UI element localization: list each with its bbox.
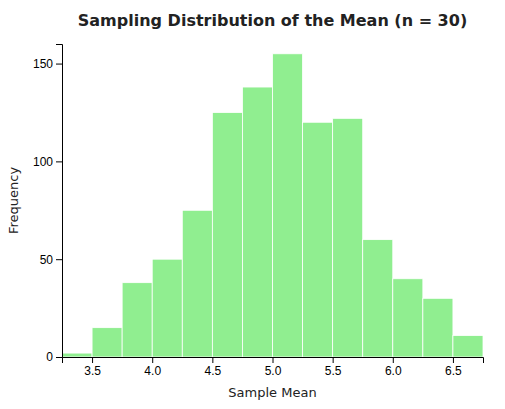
bar <box>92 328 122 357</box>
bar <box>242 87 272 357</box>
x-tick: 4.5 <box>205 357 222 378</box>
tick-label: 4.5 <box>205 364 222 378</box>
tick-label: 0 <box>46 350 53 364</box>
tick-label: 5.5 <box>325 364 342 378</box>
tick-mark <box>56 259 62 260</box>
tick-mark <box>393 357 394 363</box>
tick-label: 100 <box>33 155 53 169</box>
y-tick: 50 <box>40 253 62 267</box>
bar <box>303 122 333 357</box>
tick-mark <box>273 357 274 363</box>
bar <box>273 54 303 357</box>
x-tick: 4.0 <box>144 357 161 378</box>
plot-area: 3.5 4.0 4.5 5.0 5.5 6.0 6.5 0 50 100 150 <box>33 45 484 378</box>
axis-line <box>56 45 63 358</box>
bars <box>62 54 483 357</box>
bar <box>62 353 92 357</box>
tick-label: 6.5 <box>445 364 462 378</box>
y-tick: 100 <box>33 155 62 169</box>
bar <box>152 259 182 357</box>
y-axis-title: Frequency <box>6 167 21 234</box>
bar <box>423 298 453 357</box>
tick-label: 4.0 <box>144 364 161 378</box>
x-tick: 6.0 <box>385 357 402 378</box>
tick-mark <box>56 357 62 358</box>
tick-label: 6.0 <box>385 364 402 378</box>
bar <box>122 283 152 357</box>
tick-label: 150 <box>33 57 53 71</box>
x-tick: 3.5 <box>84 357 101 378</box>
x-tick: 6.5 <box>445 357 462 378</box>
tick-mark <box>212 357 213 363</box>
bar <box>363 240 393 357</box>
tick-mark <box>92 357 93 363</box>
bar <box>333 118 363 357</box>
y-tick: 150 <box>33 57 62 71</box>
tick-label: 50 <box>40 253 54 267</box>
bar <box>212 112 242 357</box>
tick-mark <box>453 357 454 363</box>
tick-mark <box>152 357 153 363</box>
bar <box>393 279 423 357</box>
axis-line <box>63 358 484 364</box>
x-tick: 5.5 <box>325 357 342 378</box>
bar <box>182 210 212 357</box>
y-axis: 0 50 100 150 <box>33 45 63 365</box>
tick-label: 3.5 <box>84 364 101 378</box>
bar <box>453 335 483 357</box>
tick-mark <box>56 161 62 162</box>
tick-label: 5.0 <box>265 364 282 378</box>
chart: 3.5 4.0 4.5 5.0 5.5 6.0 6.5 0 50 100 150 Sampling D… <box>0 0 505 409</box>
y-tick: 0 <box>46 350 62 364</box>
x-axis-title: Sample Mean <box>228 385 316 400</box>
tick-mark <box>56 64 62 65</box>
x-tick: 5.0 <box>265 357 282 378</box>
title: Sampling Distribution of the Mean (n = 3… <box>78 11 467 30</box>
tick-mark <box>333 357 334 363</box>
x-axis: 3.5 4.0 4.5 5.0 5.5 6.0 6.5 <box>63 357 484 378</box>
